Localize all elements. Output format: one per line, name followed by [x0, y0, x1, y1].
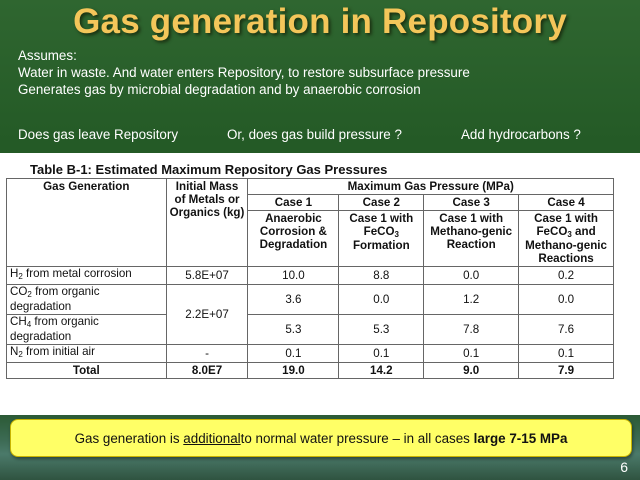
- cell-co2-case4: 0.0: [518, 284, 614, 315]
- callout-text-1: Gas generation is: [74, 430, 180, 446]
- cell-ch4-case1: 5.3: [247, 314, 340, 345]
- table-row-ch4: CH4 from organic degradation 5.3 5.3 7.8…: [6, 314, 614, 345]
- cell-total-case3: 9.0: [423, 362, 520, 379]
- header-case-1-desc: Anaerobic Corrosion & Degradation: [247, 210, 340, 267]
- callout-bold: large 7-15 MPa: [473, 430, 568, 446]
- assumes-label: Assumes:: [18, 48, 77, 63]
- conclusion-callout: Gas generation is additional to normal w…: [10, 419, 632, 457]
- row-label-h2: H2 from metal corrosion: [6, 266, 167, 285]
- table-header-row-3: Anaerobic Corrosion & Degradation Case 1…: [7, 210, 614, 267]
- cell-organic-mass: 2.2E+07: [165, 284, 249, 345]
- header-case-3: Case 3: [423, 194, 520, 211]
- table-row-n2: N2 from initial air - 0.1 0.1 0.1 0.1: [6, 344, 614, 363]
- table-header-row-2: Case 1 Case 2 Case 3 Case 4: [7, 194, 614, 211]
- assumption-line-2: Generates gas by microbial degradation a…: [18, 82, 421, 97]
- row-label-co2: CO2 from organic degradation: [6, 284, 167, 315]
- assumptions-text: Assumes: Water in waste. And water enter…: [18, 47, 633, 98]
- header-max-pressure: Maximum Gas Pressure (MPa): [247, 178, 614, 195]
- question-3: Add hydrocarbons ?: [461, 127, 581, 142]
- cell-total-mass: 8.0E7: [165, 362, 249, 379]
- row-label-n2: N2 from initial air: [6, 344, 167, 363]
- cell-h2-case1: 10.0: [247, 266, 340, 285]
- cell-n2-case3: 0.1: [423, 344, 520, 363]
- header-case-4-desc: Case 1 with FeCO3 and Methano-genic Reac…: [518, 210, 614, 267]
- table-row-h2: H2 from metal corrosion 5.8E+07 10.0 8.8…: [6, 266, 614, 285]
- header-case-2-desc: Case 1 with FeCO3 Formation: [338, 210, 425, 267]
- cell-co2-case3: 1.2: [423, 284, 520, 315]
- callout-underlined: additional: [183, 430, 241, 446]
- cell-co2-case2: 0.0: [338, 284, 425, 315]
- header-case-2: Case 2: [338, 194, 425, 211]
- row-label-ch4: CH4 from organic degradation: [6, 314, 167, 345]
- cell-total-case1: 19.0: [247, 362, 340, 379]
- cell-n2-case4: 0.1: [518, 344, 614, 363]
- question-2: Or, does gas build pressure ?: [227, 127, 402, 142]
- header-initial-mass: Initial Mass of Metals or Organics (kg): [165, 178, 249, 267]
- cell-ch4-case4: 7.6: [518, 314, 614, 345]
- cell-h2-mass: 5.8E+07: [165, 266, 249, 285]
- cell-h2-case4: 0.2: [518, 266, 614, 285]
- cell-h2-case2: 8.8: [338, 266, 425, 285]
- table-title: Table B-1: Estimated Maximum Repository …: [30, 162, 388, 177]
- table-row-co2: CO2 from organic degradation 2.2E+07 3.6…: [6, 284, 614, 345]
- header-gas-generation: Gas Generation: [6, 178, 167, 267]
- cell-total-case4: 7.9: [518, 362, 614, 379]
- header-case-4: Case 4: [518, 194, 614, 211]
- table-row-total: Total 8.0E7 19.0 14.2 9.0 7.9: [6, 362, 614, 379]
- header-case-3-desc: Case 1 with Methano-genic Reaction: [423, 210, 520, 267]
- assumption-line-1: Water in waste. And water enters Reposit…: [18, 65, 470, 80]
- callout-text-2: to normal water pressure – in all cases: [240, 430, 470, 446]
- cell-n2-case1: 0.1: [247, 344, 340, 363]
- cell-n2-case2: 0.1: [338, 344, 425, 363]
- gas-pressure-table: Gas Generation Initial Mass of Metals or…: [6, 178, 614, 379]
- row-label-total: Total: [6, 362, 167, 379]
- cell-ch4-case2: 5.3: [338, 314, 425, 345]
- cell-n2-mass: -: [165, 344, 249, 363]
- question-1: Does gas leave Repository: [18, 127, 179, 142]
- page-number: 6: [620, 459, 628, 475]
- cell-ch4-case3: 7.8: [423, 314, 520, 345]
- cell-co2-case1: 3.6: [247, 284, 340, 315]
- cell-h2-case3: 0.0: [423, 266, 520, 285]
- slide-title: Gas generation in Repository: [73, 2, 567, 41]
- cell-total-case2: 14.2: [338, 362, 425, 379]
- table-header-row-1: Gas Generation Initial Mass of Metals or…: [6, 178, 614, 267]
- header-case-1: Case 1: [247, 194, 340, 211]
